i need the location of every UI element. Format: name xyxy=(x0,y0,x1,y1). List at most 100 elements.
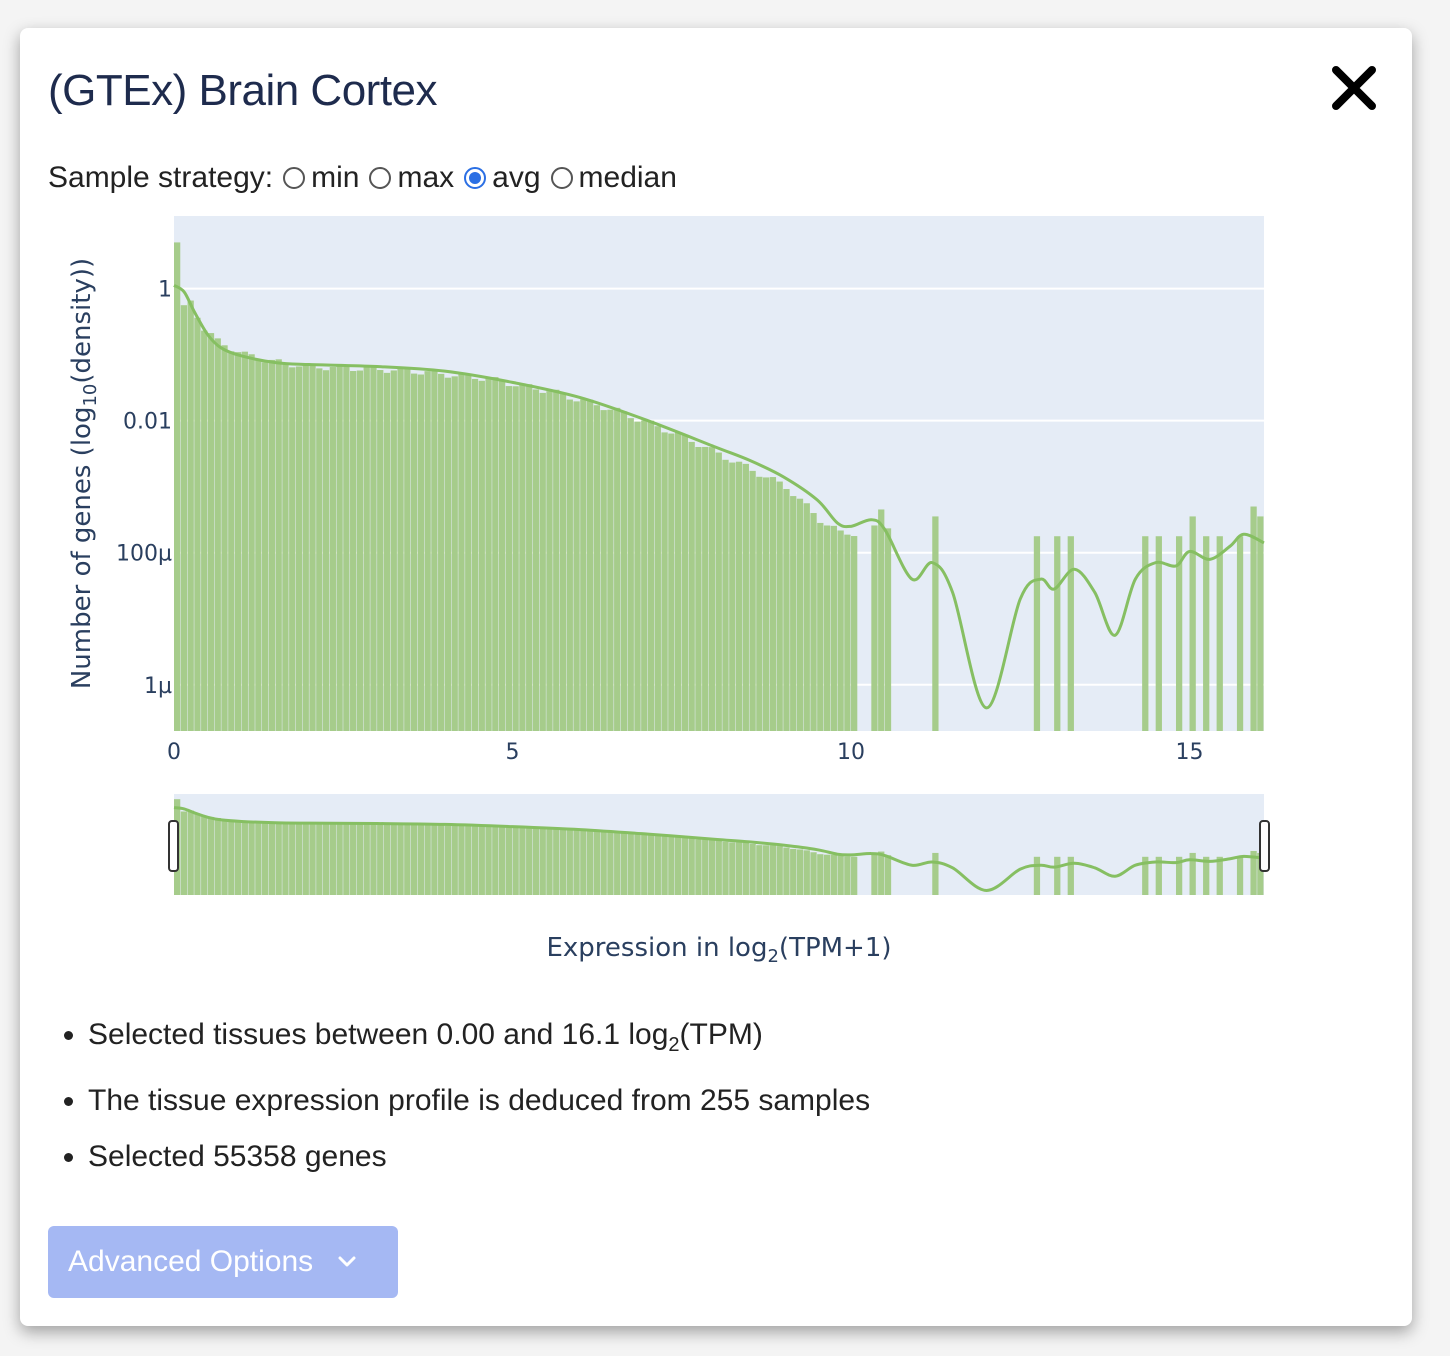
histogram-bar xyxy=(796,498,804,731)
range-bar xyxy=(722,841,729,895)
y-tick-label: 1µ xyxy=(144,674,172,699)
histogram-bar xyxy=(309,364,316,731)
range-bar xyxy=(1189,852,1196,895)
histogram-bar xyxy=(350,371,357,731)
histogram-bar xyxy=(343,366,350,731)
y-axis-label-suffix: (density)) xyxy=(67,258,97,384)
range-slider-left-handle[interactable] xyxy=(168,820,179,872)
range-bar xyxy=(295,823,303,895)
histogram-bar xyxy=(485,378,492,731)
range-bar xyxy=(1142,856,1149,895)
range-bar xyxy=(465,825,472,895)
histogram-bar xyxy=(790,496,797,731)
range-bar xyxy=(634,834,641,895)
range-bar xyxy=(526,826,533,895)
radio-avg-label: avg xyxy=(492,161,541,194)
range-slider-right-handle[interactable] xyxy=(1259,820,1270,872)
histogram-bar xyxy=(627,418,634,731)
histogram-bar xyxy=(383,372,391,731)
range-bar xyxy=(823,854,831,895)
y-axis-label-sub: 10 xyxy=(80,384,101,407)
radio-max[interactable]: max xyxy=(369,161,454,195)
range-bar xyxy=(431,824,438,895)
histogram-bar xyxy=(363,366,370,731)
close-button[interactable] xyxy=(1330,64,1378,112)
histogram-bars xyxy=(174,242,1264,731)
range-bar xyxy=(600,832,607,895)
y-tick-label: 0.01 xyxy=(123,410,172,435)
advanced-options-button[interactable]: Advanced Options xyxy=(48,1226,398,1298)
histogram-bar xyxy=(783,489,790,731)
histogram-bar xyxy=(722,459,729,731)
radio-median[interactable]: median xyxy=(550,161,677,195)
range-bar xyxy=(532,828,540,895)
histogram-bar xyxy=(715,452,722,731)
histogram-bar xyxy=(451,376,458,731)
range-bar xyxy=(1054,856,1061,895)
histogram-bar xyxy=(884,528,892,731)
summary-genes: Selected 55358 genes xyxy=(88,1140,870,1174)
histogram-bar xyxy=(295,366,303,731)
range-bar xyxy=(715,840,722,895)
range-bar xyxy=(1257,852,1264,895)
histogram-bar xyxy=(803,503,810,731)
radio-min[interactable]: min xyxy=(283,161,359,195)
range-bar xyxy=(803,850,810,895)
range-bar xyxy=(444,825,452,895)
range-bar xyxy=(505,827,513,895)
histogram-bar xyxy=(729,462,736,731)
histogram-bar xyxy=(248,354,255,731)
histogram-bar xyxy=(620,411,628,731)
histogram-bar xyxy=(695,446,702,731)
range-bar xyxy=(607,831,614,895)
radio-min-circle[interactable] xyxy=(283,167,306,189)
histogram-bar xyxy=(262,362,269,731)
range-bar xyxy=(776,846,783,895)
range-bar xyxy=(871,854,878,895)
histogram-bar xyxy=(1175,536,1183,731)
histogram-bar xyxy=(1155,536,1162,731)
histogram-bar xyxy=(851,536,858,731)
histogram-bar xyxy=(688,441,695,731)
histogram-bar xyxy=(207,333,215,731)
range-bar xyxy=(668,836,675,895)
range-bar xyxy=(410,824,418,895)
radio-avg[interactable]: avg xyxy=(464,161,541,195)
histogram-bar xyxy=(282,363,289,731)
range-bar xyxy=(336,823,343,895)
radio-avg-circle[interactable] xyxy=(464,167,487,189)
close-icon xyxy=(1332,66,1376,110)
range-bar xyxy=(275,822,282,895)
range-bar xyxy=(370,823,377,895)
histogram-bar xyxy=(756,476,763,731)
range-bar xyxy=(228,820,235,895)
summary-range-prefix: Selected tissues between 0.00 and 16.1 l… xyxy=(88,1018,669,1051)
range-bar xyxy=(424,824,431,895)
radio-max-circle[interactable] xyxy=(369,167,392,189)
range-bar xyxy=(234,820,242,895)
range-bar xyxy=(553,828,560,895)
histogram-bar xyxy=(654,426,661,731)
histogram-bar xyxy=(559,393,567,731)
histogram-bar xyxy=(763,477,770,731)
radio-max-label: max xyxy=(397,161,455,194)
histogram-bar xyxy=(1203,536,1210,731)
range-bar xyxy=(397,823,404,895)
range-bar xyxy=(309,823,316,895)
range-bar xyxy=(187,810,194,895)
range-bar xyxy=(810,852,817,895)
histogram-bar xyxy=(458,373,465,731)
summary-samples: The tissue expression profile is deduced… xyxy=(88,1084,870,1118)
histogram-bar xyxy=(404,369,411,731)
histogram-bar xyxy=(532,389,540,731)
range-bar xyxy=(681,836,689,895)
x-axis-label-prefix: Expression in log xyxy=(546,933,767,963)
radio-median-circle[interactable] xyxy=(550,167,573,189)
y-tick-labels: 1 0.01 100µ 1µ xyxy=(116,278,172,699)
range-bar xyxy=(614,831,621,895)
range-bar xyxy=(207,816,215,895)
density-curve xyxy=(173,284,1265,710)
histogram-bar xyxy=(526,384,533,731)
range-bar xyxy=(844,856,851,895)
